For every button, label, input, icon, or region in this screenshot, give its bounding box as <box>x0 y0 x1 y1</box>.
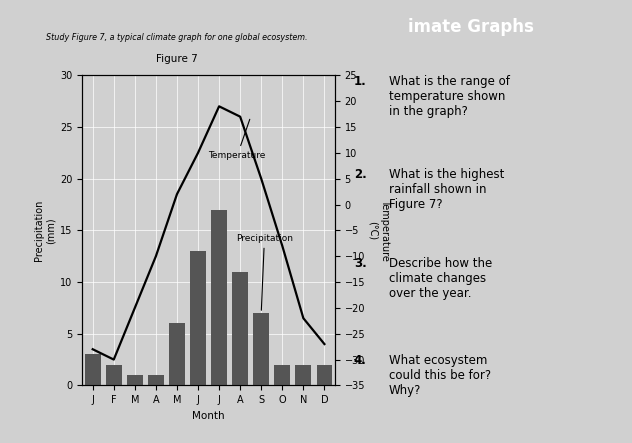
Bar <box>317 365 332 385</box>
Text: 4.: 4. <box>354 354 367 367</box>
Bar <box>106 365 121 385</box>
Text: Precipitation: Precipitation <box>236 234 293 310</box>
Text: Study Figure 7, a typical climate graph for one global ecosystem.: Study Figure 7, a typical climate graph … <box>46 33 308 42</box>
X-axis label: Month: Month <box>192 411 225 421</box>
Y-axis label: Precipitation
(mm): Precipitation (mm) <box>34 200 56 261</box>
Text: Describe how the
climate changes
over the year.: Describe how the climate changes over th… <box>389 257 492 300</box>
Text: Temperature: Temperature <box>209 119 266 160</box>
Bar <box>169 323 185 385</box>
Y-axis label: Temperature
(°C): Temperature (°C) <box>368 199 390 261</box>
Text: Figure 7: Figure 7 <box>156 54 198 64</box>
Text: 1.: 1. <box>354 75 367 88</box>
Bar <box>253 313 269 385</box>
Bar <box>274 365 290 385</box>
Bar <box>211 210 227 385</box>
Bar <box>85 354 100 385</box>
Bar <box>233 272 248 385</box>
Text: What is the highest
rainfall shown in
Figure 7?: What is the highest rainfall shown in Fi… <box>389 168 504 211</box>
Text: imate Graphs: imate Graphs <box>408 18 534 35</box>
Bar <box>190 251 206 385</box>
Text: 2.: 2. <box>354 168 367 181</box>
Bar <box>296 365 312 385</box>
Text: What ecosystem
could this be for?
Why?: What ecosystem could this be for? Why? <box>389 354 491 397</box>
Bar <box>127 375 143 385</box>
Text: What is the range of
temperature shown
in the graph?: What is the range of temperature shown i… <box>389 75 509 118</box>
Bar <box>148 375 164 385</box>
Text: 3.: 3. <box>354 257 367 270</box>
